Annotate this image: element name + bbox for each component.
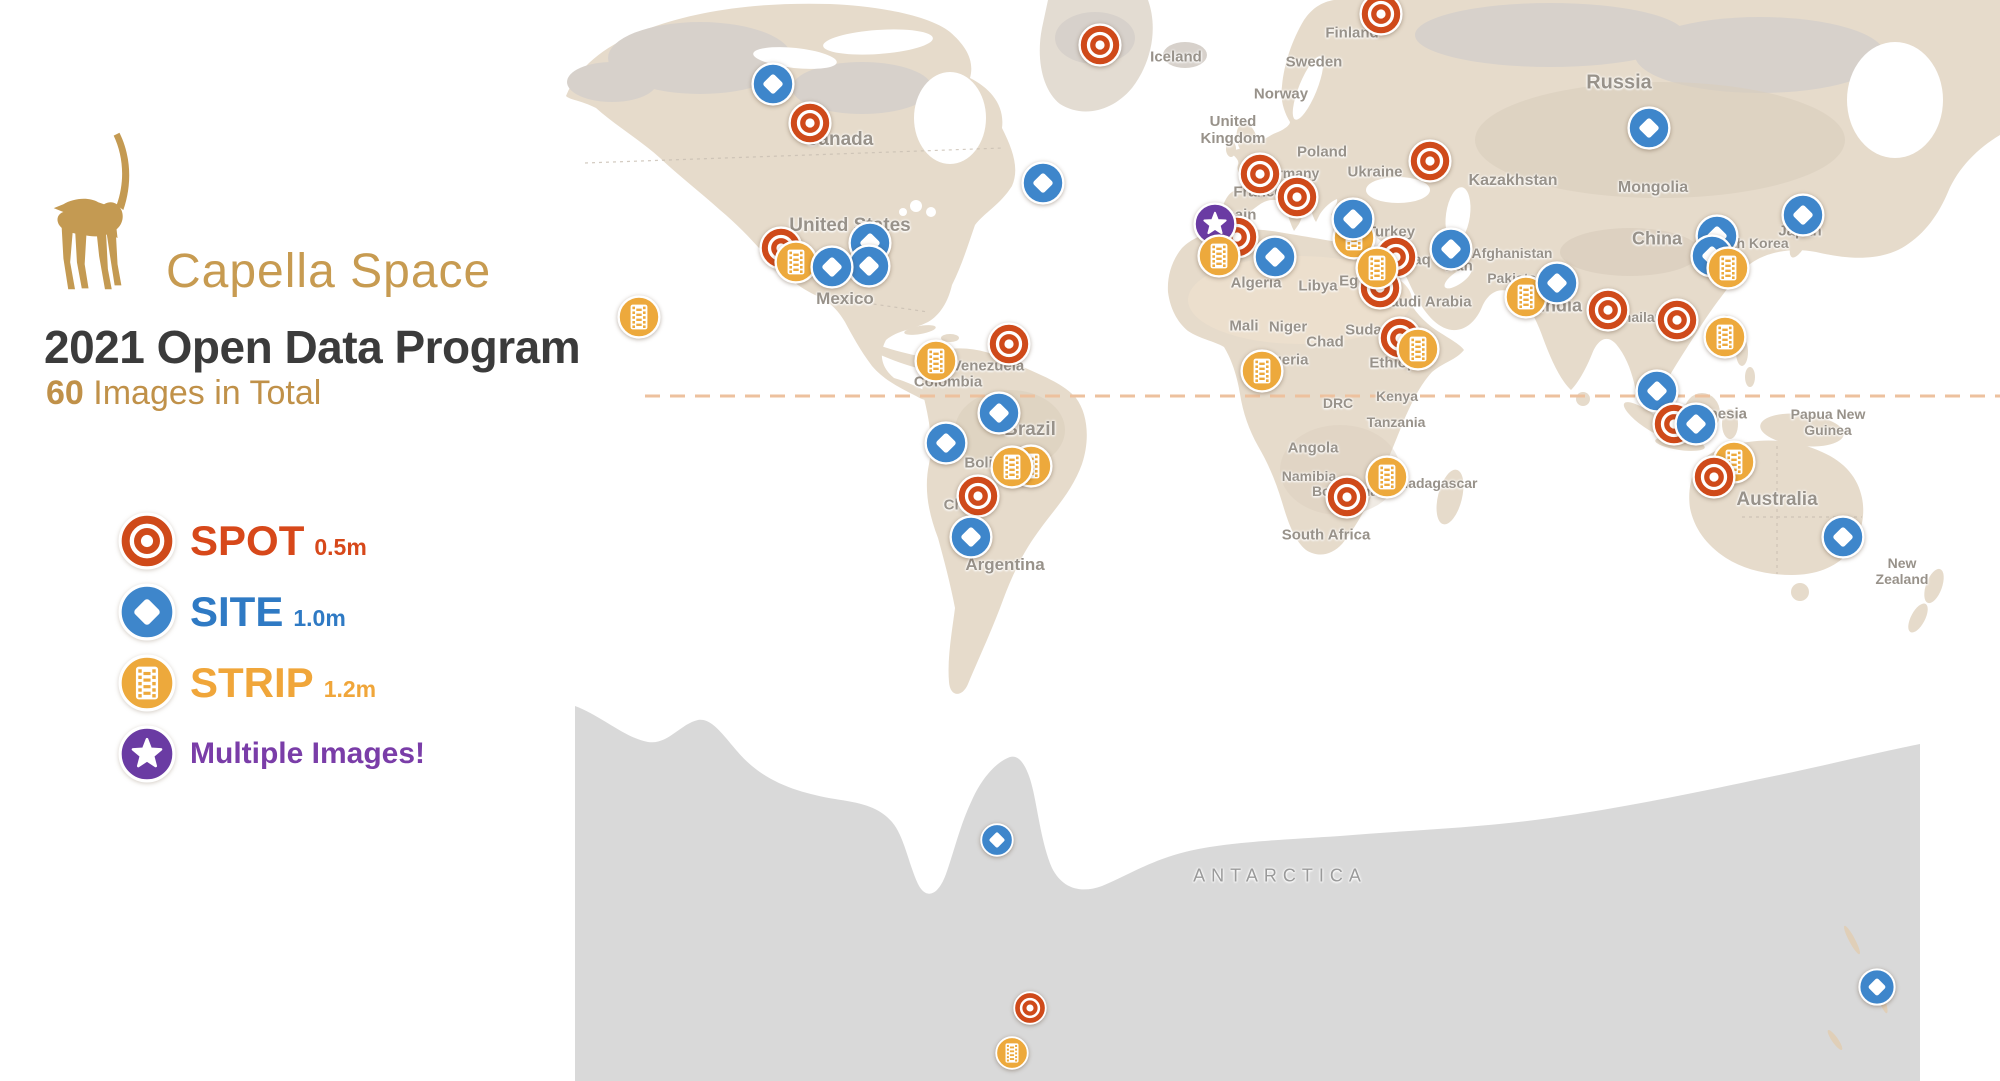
map-marker-strip <box>617 295 661 339</box>
map-marker-strip <box>1240 349 1284 393</box>
site-legend-icon <box>118 583 176 641</box>
map-marker-strip <box>1712 440 1756 484</box>
legend-detail: 1.0m <box>293 604 346 631</box>
legend: SPOT 0.5m SITE 1.0m STRIP 1.2m Multiple Images… <box>118 512 425 796</box>
map-marker-site <box>1781 193 1825 237</box>
map-marker-strip <box>1197 234 1241 278</box>
map-marker-site <box>1021 161 1065 205</box>
map-marker-spot <box>1078 23 1122 67</box>
map-marker-strip <box>1396 327 1440 371</box>
map-marker-strip <box>1365 455 1409 499</box>
map-marker-strip <box>914 339 958 383</box>
map-marker-site <box>977 391 1021 435</box>
map-marker-site <box>949 515 993 559</box>
map-marker-spot <box>1275 175 1319 219</box>
map-marker-site <box>847 244 891 288</box>
map-marker-strip <box>1706 246 1750 290</box>
map-marker-site <box>810 245 854 289</box>
legend-item-strip: STRIP 1.2m <box>118 654 425 712</box>
map-marker-strip <box>774 240 818 284</box>
map-marker-site <box>1331 197 1375 241</box>
capella-goat-icon <box>53 132 130 290</box>
legend-label: SPOT <box>190 517 305 564</box>
map-marker-spot <box>1325 475 1369 519</box>
map-marker-spot <box>1013 991 1047 1025</box>
legend-item-spot: SPOT 0.5m <box>118 512 425 570</box>
legend-item-star: Multiple Images! <box>118 725 425 783</box>
map-marker-site <box>1858 968 1896 1006</box>
capella-logo: Capella Space <box>46 126 506 306</box>
map-marker-site <box>751 62 795 106</box>
map-marker-spot <box>788 101 832 145</box>
map-marker-spot <box>987 322 1031 366</box>
map-marker-spot <box>1408 139 1452 183</box>
brand-name: Capella Space <box>166 245 492 298</box>
image-count: 60 <box>46 374 84 412</box>
map-marker-site <box>1429 227 1473 271</box>
image-count-line: 60 Images in Total <box>46 374 321 413</box>
legend-label: Multiple Images! <box>190 737 426 770</box>
image-count-caption: Images in Total <box>83 374 322 412</box>
legend-item-site: SITE 1.0m <box>118 583 425 641</box>
legend-label: SITE <box>190 588 284 635</box>
map-marker-site <box>924 421 968 465</box>
map-marker-strip <box>990 445 1034 489</box>
map-marker-site <box>1627 106 1671 150</box>
map-marker-site <box>1253 235 1297 279</box>
map-marker-spot <box>1655 298 1699 342</box>
map-marker-site <box>1674 402 1718 446</box>
legend-detail: 0.5m <box>314 533 367 560</box>
map-marker-spot <box>1359 0 1403 36</box>
legend-label: STRIP <box>190 659 314 706</box>
map-marker-strip <box>1355 246 1399 290</box>
spot-legend-icon <box>118 512 176 570</box>
map-marker-site <box>980 823 1014 857</box>
map-marker-strip <box>995 1036 1029 1070</box>
map-marker-site <box>1821 515 1865 559</box>
legend-detail: 1.2m <box>323 675 377 702</box>
page-title: 2021 Open Data Program <box>44 321 581 373</box>
map-marker-strip <box>1703 315 1747 359</box>
map-marker-spot <box>1692 455 1736 499</box>
map-marker-site <box>1635 369 1679 413</box>
map-marker-spot <box>1586 288 1630 332</box>
star-legend-icon <box>118 725 176 783</box>
strip-legend-icon <box>118 654 176 712</box>
map-marker-site <box>1535 261 1579 305</box>
map-marker-spot <box>1238 152 1282 196</box>
map-marker-spot <box>956 474 1000 518</box>
